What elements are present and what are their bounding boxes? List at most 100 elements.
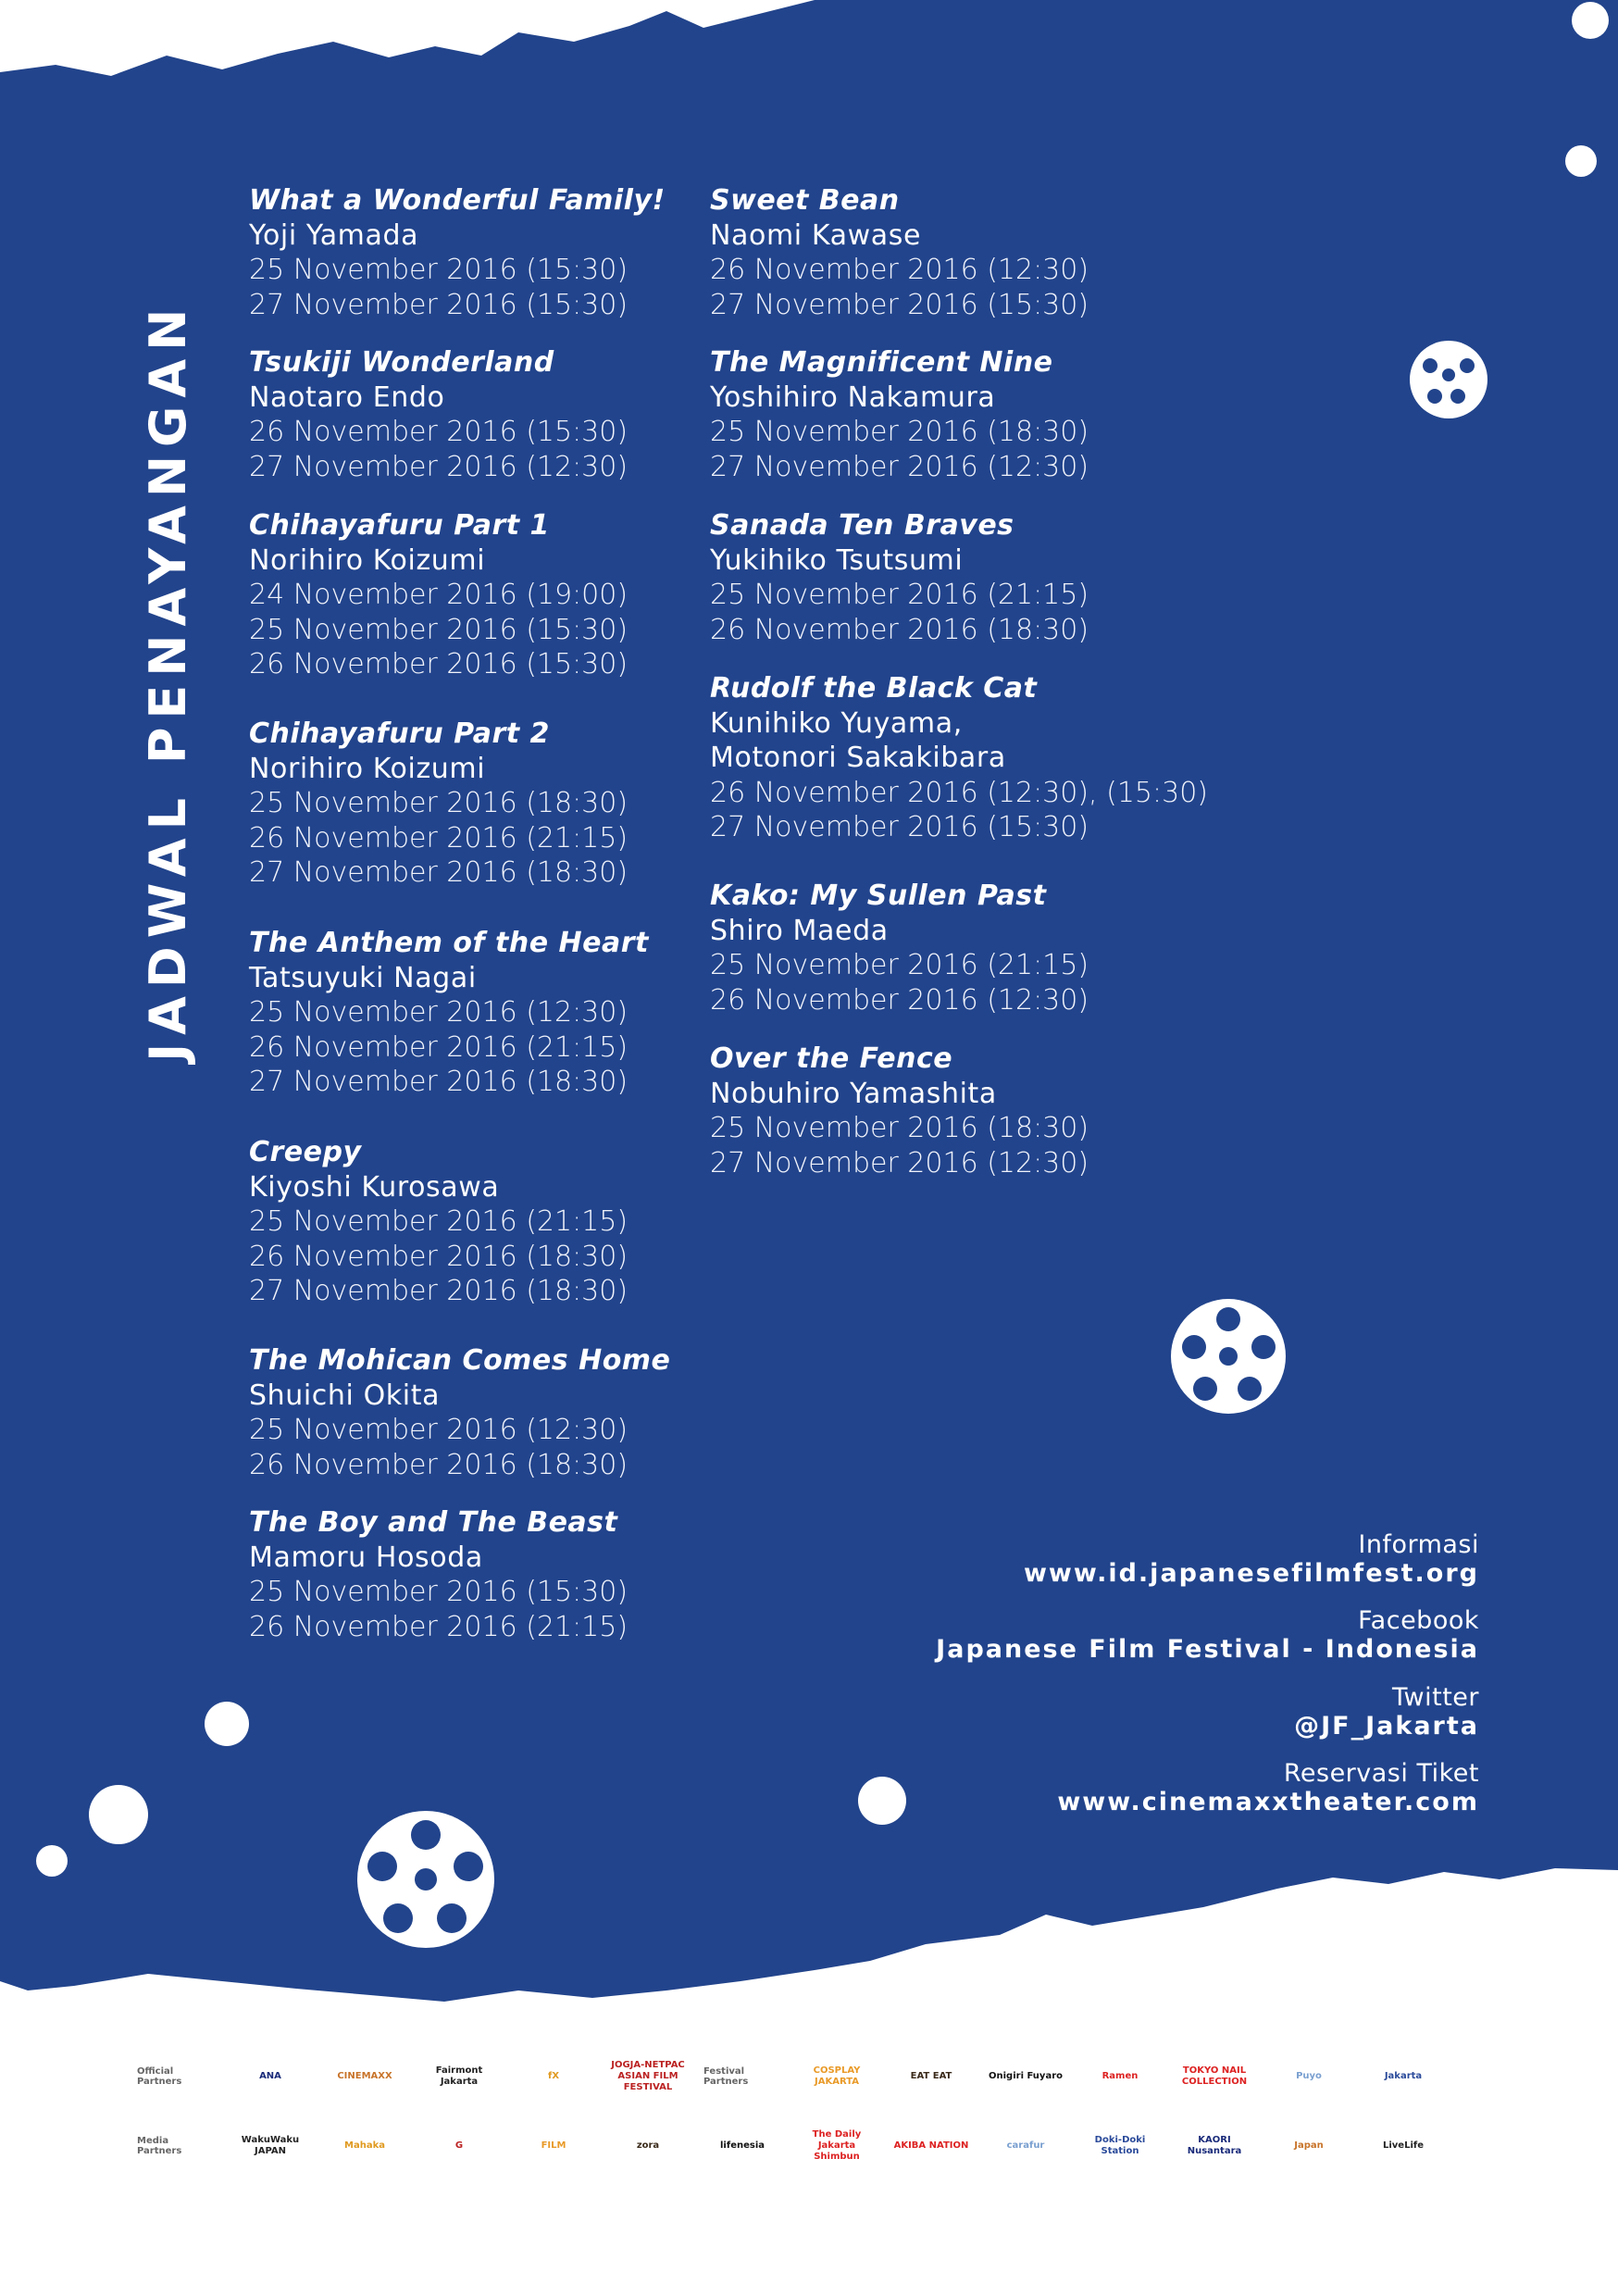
info-website: Informasi www.id.japanesefilmfest.org	[1024, 1530, 1479, 1588]
media-partners-label: Media Partners	[137, 2136, 182, 2156]
official-partners-label: Official Partners	[137, 2066, 182, 2087]
film-director: Kiyoshi Kurosawa	[249, 1170, 500, 1204]
screening-time: 27 November 2016 (12:30)	[710, 1146, 1089, 1179]
screening-time: 26 November 2016 (21:15)	[249, 1610, 629, 1643]
film-title: Sweet Bean	[710, 184, 900, 217]
film-director: Shuichi Okita	[249, 1379, 441, 1412]
film-entry: The Anthem of the Heart Tatsuyuki Nagai 25…	[249, 926, 649, 1100]
screening-time: 26 November 2016 (12:30), (15:30)	[710, 776, 1208, 809]
screening-time: 26 November 2016 (15:30)	[249, 416, 629, 448]
screening-time: 25 November 2016 (18:30)	[710, 416, 1089, 448]
partner-logo: Jakarta	[1384, 2071, 1423, 2081]
partner-logo: AKIBA NATION	[893, 2140, 969, 2151]
partner-logo: FILM	[541, 2140, 566, 2151]
screening-time: 25 November 2016 (21:15)	[249, 1205, 629, 1238]
film-title: Kako: My Sullen Past	[710, 880, 1047, 912]
partner-logo: G	[454, 2140, 464, 2151]
partner-logo: Fairmont Jakarta	[435, 2065, 483, 2087]
screening-time: 26 November 2016 (18:30)	[710, 613, 1089, 646]
film-entry: Chihayafuru Part 2 Norihiro Koizumi 25 Nov…	[249, 717, 628, 891]
partner-logo: zora	[636, 2140, 660, 2151]
screening-time: 27 November 2016 (18:30)	[249, 856, 629, 889]
film-entry: Tsukiji Wonderland Naotaro Endo 26 Novembe…	[249, 345, 628, 484]
partner-logo: EAT EAT	[910, 2071, 952, 2081]
info-twitter: Twitter @JF_Jakarta	[1294, 1683, 1479, 1741]
screening-time: 26 November 2016 (12:30)	[710, 254, 1089, 286]
film-reel-holes	[367, 358, 1475, 1933]
film-director: Naotaro Endo	[249, 381, 445, 414]
partner-logo: Onigiri Fuyaro	[989, 2071, 1063, 2081]
screening-time: 27 November 2016 (15:30)	[710, 288, 1089, 321]
screening-time: 26 November 2016 (18:30)	[249, 1448, 629, 1481]
film-title: What a Wonderful Family!	[249, 184, 666, 217]
film-director: Kunihiko Yuyama,	[710, 706, 963, 740]
film-director: Tatsuyuki Nagai	[249, 961, 477, 994]
screening-time: 24 November 2016 (19:00)	[249, 579, 629, 611]
film-entry: Kako: My Sullen Past Shiro Maeda 25 Novemb…	[710, 879, 1089, 1017]
ticket-link[interactable]: www.cinemaxxtheater.com	[1057, 1788, 1479, 1816]
partner-logo: Japan	[1294, 2140, 1324, 2151]
partner-logo: lifenesia	[719, 2140, 765, 2151]
screening-time: 25 November 2016 (15:30)	[249, 613, 629, 646]
partner-logo: Mahaka	[344, 2140, 385, 2151]
partner-logo: The Daily Jakarta Shimbun	[812, 2129, 862, 2162]
partner-logo: COSPLAY JAKARTA	[813, 2065, 861, 2087]
screening-time: 27 November 2016 (12:30)	[710, 450, 1089, 483]
film-entry: Chihayafuru Part 1 Norihiro Koizumi 24 Nov…	[249, 508, 628, 682]
film-director: Yoji Yamada	[249, 218, 419, 252]
film-title: The Anthem of the Heart	[249, 927, 649, 959]
festival-partners-label: Festival Partners	[703, 2066, 749, 2087]
media-partners-row: Media Partners WakuWaku JAPAN Mahaka G FILM z…	[137, 2129, 1488, 2163]
screening-time: 27 November 2016 (12:30)	[249, 450, 629, 483]
screening-time: 26 November 2016 (18:30)	[249, 1240, 629, 1273]
screening-time: 26 November 2016 (21:15)	[249, 1030, 629, 1064]
partner-logo: ANA	[259, 2071, 281, 2081]
screening-time: 26 November 2016 (12:30)	[710, 983, 1089, 1017]
partner-logo: fX	[547, 2071, 560, 2081]
film-entry: Creepy Kiyoshi Kurosawa 25 November 2016 (…	[249, 1135, 628, 1309]
film-title: Sanada Ten Braves	[710, 509, 1014, 542]
film-director: Yukihiko Tsutsumi	[710, 543, 964, 577]
partner-logo: CINEMAXX	[337, 2071, 392, 2081]
film-entry: Sweet Bean Naomi Kawase 26 November 2016 (…	[710, 183, 1089, 322]
film-title: Chihayafuru Part 1	[249, 509, 550, 542]
screening-time: 25 November 2016 (18:30)	[710, 1112, 1089, 1144]
partner-logo: Doki-Doki Station	[1094, 2135, 1146, 2156]
info-label: Informasi	[1358, 1530, 1479, 1559]
facebook-link[interactable]: Japanese Film Festival - Indonesia	[936, 1635, 1479, 1664]
film-title: Over the Fence	[710, 1042, 953, 1075]
page-title: JADWAL PENAYANGAN	[139, 300, 197, 1062]
film-entry: The Mohican Comes Home Shuichi Okita 25 No…	[249, 1343, 670, 1482]
screening-time: 25 November 2016 (12:30)	[249, 1414, 629, 1446]
official-festival-partners-row: Official Partners ANA CINEMAXX Fairmont Jak…	[137, 2060, 1488, 2093]
screening-time: 26 November 2016 (21:15)	[249, 821, 629, 855]
info-label: Reservasi Tiket	[1283, 1759, 1479, 1788]
info-facebook: Facebook Japanese Film Festival - Indone…	[936, 1606, 1479, 1664]
screening-time: 27 November 2016 (15:30)	[249, 288, 629, 321]
film-title: The Mohican Comes Home	[249, 1344, 671, 1377]
info-tickets: Reservasi Tiket www.cinemaxxtheater.com	[1057, 1759, 1479, 1816]
screening-time: 25 November 2016 (21:15)	[710, 579, 1089, 611]
partner-logo: WakuWaku JAPAN	[241, 2135, 300, 2156]
screening-time: 25 November 2016 (21:15)	[710, 949, 1089, 981]
film-entry: Over the Fence Nobuhiro Yamashita 25 Novem…	[710, 1042, 1089, 1180]
partner-logo: TOKYO NAIL COLLECTION	[1181, 2065, 1248, 2087]
film-entry: The Boy and The Beast Mamoru Hosoda 25 Nov…	[249, 1505, 628, 1644]
film-entry: What a Wonderful Family! Yoji Yamada 25 No…	[249, 183, 666, 322]
screening-time: 25 November 2016 (18:30)	[249, 787, 629, 819]
website-link[interactable]: www.id.japanesefilmfest.org	[1023, 1559, 1479, 1588]
partner-logo: KAORI Nusantara	[1187, 2135, 1242, 2156]
info-label: Facebook	[1358, 1606, 1479, 1635]
twitter-link[interactable]: @JF_Jakarta	[1294, 1712, 1479, 1741]
screening-time: 27 November 2016 (18:30)	[249, 1275, 629, 1307]
screening-time: 25 November 2016 (15:30)	[249, 254, 629, 286]
partner-logo: JOGJA-NETPAC ASIAN FILM FESTIVAL	[611, 2060, 685, 2092]
partner-logo: Ramen	[1101, 2071, 1139, 2081]
partner-logo: carafur	[1006, 2140, 1045, 2151]
partner-logo: Puyo	[1296, 2071, 1322, 2081]
screening-time: 27 November 2016 (15:30)	[710, 811, 1089, 843]
film-director: Nobuhiro Yamashita	[710, 1077, 997, 1110]
film-entry: The Magnificent Nine Yoshihiro Nakamura 25…	[710, 345, 1089, 484]
film-director: Norihiro Koizumi	[249, 543, 486, 577]
